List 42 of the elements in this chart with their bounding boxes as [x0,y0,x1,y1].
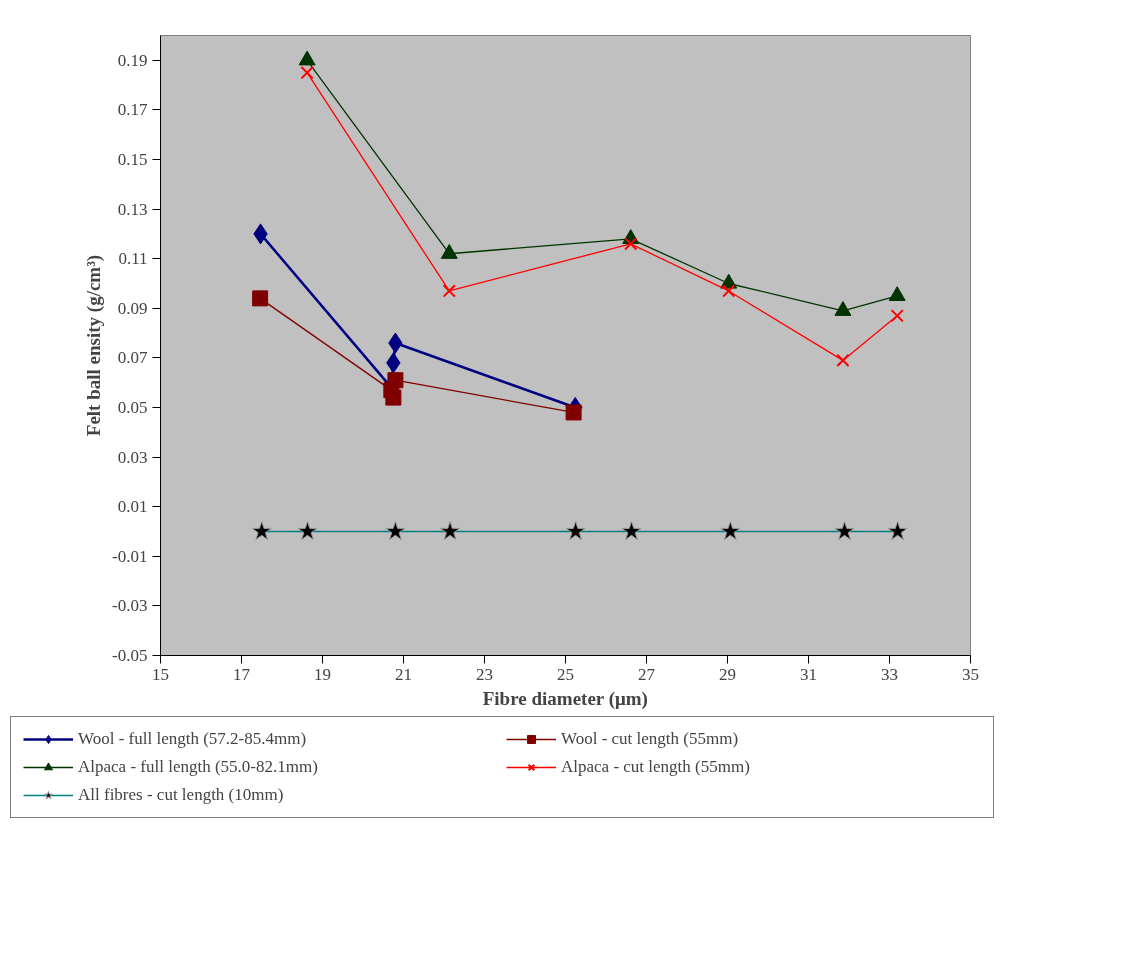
x-tick-label: 15 [152,664,169,684]
y-tick-label: 0.09 [117,298,148,318]
y-tick-label: 0.15 [117,150,148,169]
x-tick-label: 25 [557,664,574,684]
y-tick-label: 0.07 [117,348,148,368]
y-tick-label: -0.03 [112,596,148,616]
point [252,290,269,307]
point [300,66,314,80]
point [888,286,906,302]
x-tick-label: 23 [476,664,493,684]
point [624,237,638,251]
legend-label: All fibres - cut length (10mm) [78,785,285,805]
x-tick-label: 35 [962,664,979,684]
point [442,284,456,298]
point [890,309,904,323]
x-tick-label: 19 [314,664,331,684]
point [387,372,404,389]
legend-label: Wool - full length (57.2-85.4mm) [78,729,308,749]
point [722,284,736,298]
y-tick-label: 0.03 [117,447,148,467]
legend-label: Wool - cut length (55mm) [561,729,740,749]
y-tick-label: 0.13 [117,199,148,219]
x-tick-label: 33 [881,664,898,684]
y-tick-label: 0.19 [117,50,148,70]
y-tick-label: 0.01 [117,497,148,517]
x-axis-title: Fibre diameter (μm) [482,687,648,710]
y-tick-label: 0.05 [117,398,148,417]
x-tick-label: 21 [395,664,412,684]
x-tick-label: 29 [719,664,736,684]
point [565,404,582,421]
legend-label: Alpaca - cut length (55mm) [561,757,751,777]
y-tick-label: 0.11 [118,249,148,269]
y-tick-label: 0.17 [117,100,148,120]
x-tick-label: 27 [638,664,656,684]
y-tick-label: -0.05 [112,646,148,665]
x-tick-label: 31 [800,664,817,684]
y-axis-title: Felt ball ensity (g/cm³) [83,254,106,437]
legend-label: Alpaca - full length (55.0-82.1mm) [78,757,319,777]
point [836,353,850,368]
x-tick-label: 17 [233,664,251,684]
y-tick-label: -0.01 [112,546,148,566]
point [385,389,402,406]
